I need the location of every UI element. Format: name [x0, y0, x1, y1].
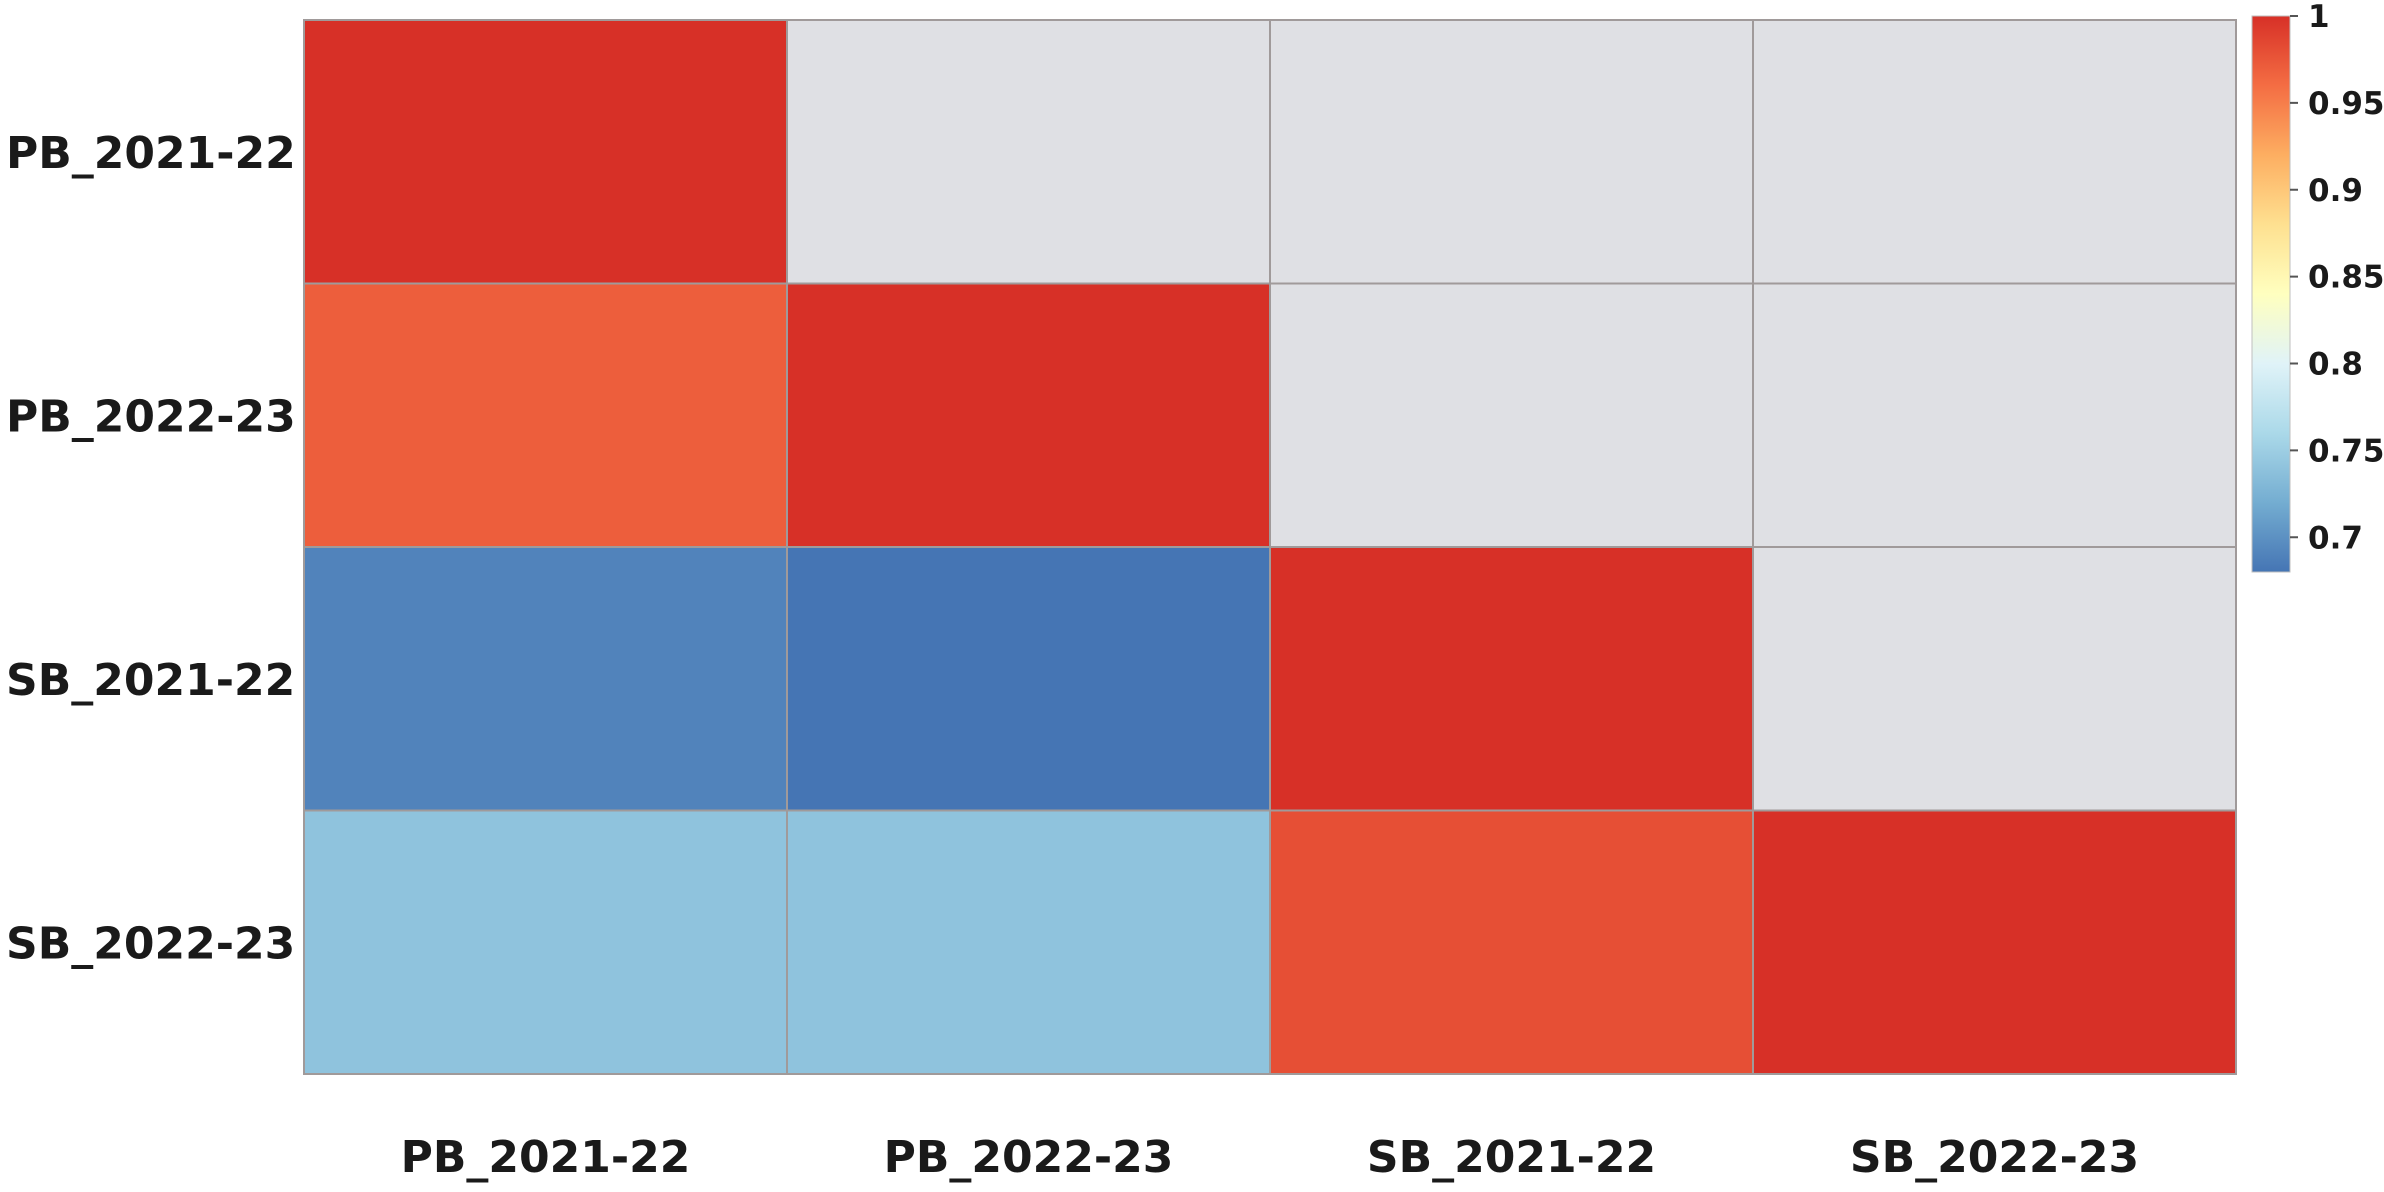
- heatmap-cell: [786, 809, 1271, 1075]
- row-labels: PB_2021-22 PB_2022-23 SB_2021-22 SB_2022-23: [6, 128, 296, 970]
- column-label: SB_2022-23: [1850, 1132, 2139, 1183]
- colorbar-tick-label: 1: [2308, 0, 2330, 35]
- heatmap-cell: [1752, 809, 2237, 1075]
- column-labels: PB_2021-22 PB_2022-23 SB_2021-22 SB_2022-23: [401, 1132, 2139, 1183]
- heatmap-cell: [1752, 19, 2237, 285]
- colorbar-tick-label: 0.95: [2308, 86, 2384, 122]
- heatmap-cell: [303, 282, 788, 548]
- row-label: PB_2022-23: [6, 391, 296, 442]
- heatmap-cell: [1752, 546, 2237, 812]
- row-label: SB_2022-23: [6, 918, 295, 969]
- row-label: PB_2021-22: [6, 128, 296, 179]
- row-label: SB_2021-22: [6, 655, 295, 706]
- colorbar-tick-label: 0.85: [2308, 260, 2384, 296]
- colorbar-tick-label: 0.9: [2308, 173, 2363, 209]
- heatmap-cell: [1269, 19, 1754, 285]
- colorbar-tick-label: 0.75: [2308, 433, 2384, 469]
- colorbar-tick-label: 0.7: [2308, 520, 2363, 556]
- heatmap-cells: [303, 19, 2237, 1075]
- colorbar-tick-label: 0.8: [2308, 347, 2363, 383]
- heatmap-cell: [303, 546, 788, 812]
- colorbar-gradient: [2251, 15, 2291, 573]
- column-label: PB_2021-22: [401, 1132, 691, 1183]
- heatmap-cell: [1269, 282, 1754, 548]
- heatmap-cell: [1752, 282, 2237, 548]
- heatmap-cell: [786, 19, 1271, 285]
- column-label: PB_2022-23: [884, 1132, 1174, 1183]
- colorbar: 1 0.95 0.9 0.85 0.8 0.75 0.7: [2251, 0, 2384, 573]
- heatmap-cell: [786, 282, 1271, 548]
- heatmap-cell: [303, 809, 788, 1075]
- heatmap-cell: [786, 546, 1271, 812]
- heatmap-cell: [1269, 809, 1754, 1075]
- column-label: SB_2021-22: [1367, 1132, 1656, 1183]
- heatmap-cell: [303, 19, 788, 285]
- heatmap-cell: [1269, 546, 1754, 812]
